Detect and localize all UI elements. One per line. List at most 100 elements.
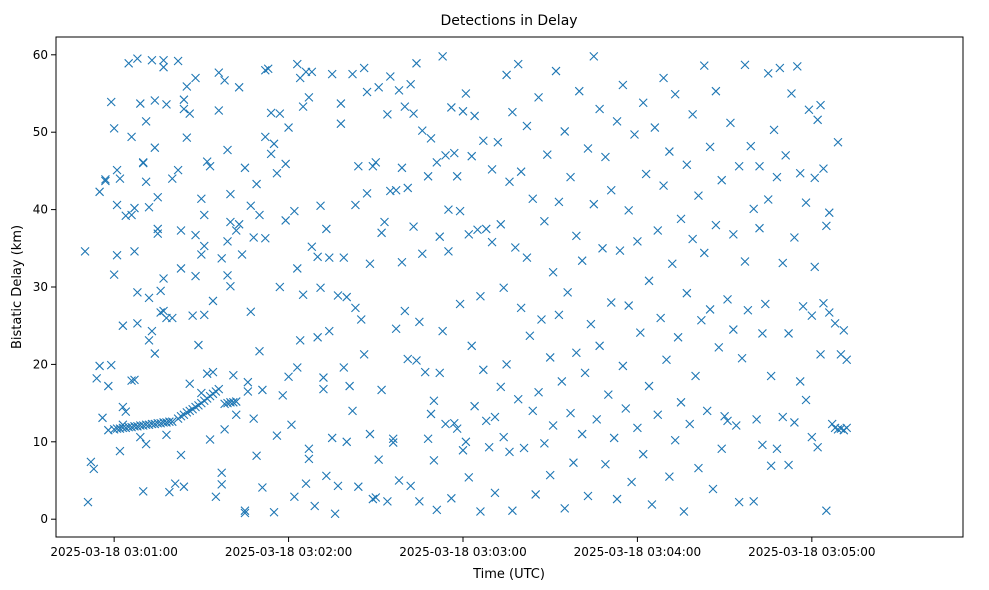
data-point [633, 423, 642, 433]
data-point [699, 61, 709, 71]
data-point [368, 161, 378, 171]
data-point [391, 185, 401, 195]
data-point [429, 455, 439, 465]
data-point [455, 299, 465, 309]
data-point [188, 311, 198, 321]
data-point [455, 206, 465, 216]
data-point [510, 243, 520, 252]
data-point [196, 250, 206, 259]
data-point [156, 286, 166, 296]
data-point [766, 461, 776, 471]
data-point [135, 432, 145, 442]
data-point [403, 354, 413, 364]
data-point [249, 233, 259, 242]
x-axis-label: Time (UTC) [472, 567, 545, 582]
data-point [563, 288, 573, 297]
data-point [696, 315, 706, 325]
data-point [292, 264, 302, 273]
data-point [176, 450, 186, 460]
data-point [589, 51, 599, 61]
data-point [557, 377, 567, 386]
data-point [260, 65, 270, 75]
data-point [319, 373, 328, 382]
data-point [397, 257, 407, 267]
data-point [601, 152, 610, 162]
data-point [542, 150, 552, 160]
data-points [80, 51, 852, 519]
data-point [153, 192, 163, 202]
data-point [705, 305, 715, 314]
data-point [728, 229, 738, 239]
data-point [231, 410, 241, 420]
data-point [819, 164, 828, 173]
data-point [348, 69, 357, 79]
data-point [106, 97, 116, 107]
data-point [150, 349, 160, 358]
data-point [130, 203, 139, 213]
data-point [164, 417, 174, 427]
data-point [321, 224, 331, 234]
data-point [548, 421, 558, 430]
data-point [316, 283, 325, 293]
data-point [141, 439, 151, 449]
data-point [412, 356, 421, 365]
data-point [182, 82, 192, 91]
data-point [432, 505, 442, 515]
data-point [478, 136, 488, 146]
data-point [150, 143, 160, 153]
data-point [194, 340, 203, 350]
y-tick-label: 60 [33, 48, 48, 62]
data-point [226, 217, 235, 227]
data-point [740, 257, 750, 266]
data-point [127, 132, 136, 142]
data-point [109, 270, 119, 280]
data-point [798, 301, 808, 311]
data-point [760, 299, 770, 309]
data-point [231, 226, 241, 235]
data-point [621, 404, 631, 413]
data-point [819, 298, 828, 308]
data-point [577, 256, 587, 266]
data-point [385, 72, 395, 81]
data-point [551, 66, 561, 76]
data-point [89, 464, 99, 474]
data-point [650, 123, 660, 132]
data-point [790, 233, 799, 242]
data-point [124, 58, 134, 68]
data-point [304, 444, 314, 454]
data-point [330, 509, 340, 519]
data-point [513, 394, 523, 404]
data-point [487, 164, 497, 174]
data-point [185, 379, 195, 389]
data-point [115, 446, 125, 456]
data-point [106, 360, 116, 370]
data-point [234, 219, 244, 229]
data-point [813, 442, 823, 452]
data-point [505, 447, 514, 457]
data-point [272, 168, 282, 178]
data-point [249, 414, 259, 423]
data-point [522, 253, 532, 262]
data-point [653, 410, 663, 420]
data-point [522, 121, 532, 131]
data-point [179, 104, 189, 114]
data-point [185, 406, 195, 416]
data-point [199, 210, 209, 220]
data-point [150, 96, 160, 105]
data-point [319, 384, 328, 394]
data-point [281, 216, 291, 225]
data-point [138, 486, 148, 496]
data-point [589, 199, 599, 209]
data-point [240, 163, 250, 173]
data-point [380, 217, 389, 227]
data-point [371, 493, 381, 502]
data-point [711, 86, 721, 96]
data-point [781, 151, 791, 160]
data-point [499, 283, 509, 293]
data-point [353, 161, 363, 171]
data-point [737, 353, 747, 363]
data-point [173, 165, 183, 175]
data-point [662, 355, 671, 365]
data-point [627, 477, 636, 487]
data-point [214, 384, 224, 394]
